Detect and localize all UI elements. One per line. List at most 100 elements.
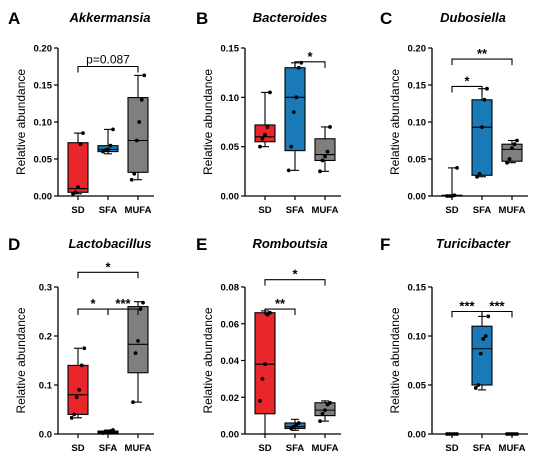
panel-title: Romboutsia bbox=[252, 236, 327, 251]
data-point bbox=[137, 120, 142, 124]
data-point bbox=[133, 351, 138, 356]
x-tick-label: MUFA bbox=[312, 205, 339, 216]
data-point bbox=[111, 428, 115, 432]
y-tick-label: 0.10 bbox=[408, 118, 427, 129]
significance-label: * bbox=[292, 267, 298, 282]
panel-letter: D bbox=[8, 235, 20, 254]
panel-letter: A bbox=[8, 9, 20, 28]
data-point bbox=[328, 125, 332, 129]
data-point bbox=[452, 193, 457, 198]
box-sd bbox=[441, 165, 463, 198]
significance-bracket: ** bbox=[451, 46, 513, 66]
y-axis-label: Relative abundance bbox=[201, 69, 215, 175]
data-point bbox=[260, 376, 265, 381]
data-point bbox=[82, 346, 87, 351]
box-body bbox=[471, 99, 493, 176]
y-tick-label: 0.10 bbox=[221, 93, 240, 104]
data-point bbox=[108, 143, 113, 148]
data-point bbox=[515, 432, 519, 436]
y-tick-label: 0.02 bbox=[221, 393, 240, 404]
data-point bbox=[106, 147, 110, 152]
x-tick-label: SFA bbox=[99, 205, 118, 216]
data-point bbox=[268, 90, 272, 95]
data-point bbox=[286, 168, 291, 173]
y-tick-label: 0.15 bbox=[408, 81, 427, 92]
x-tick-label: SD bbox=[258, 443, 271, 454]
panel-title: Lactobacillus bbox=[68, 236, 151, 251]
y-tick-label: 0.2 bbox=[39, 332, 52, 343]
significance-bracket: * bbox=[77, 259, 139, 279]
significance-label: * bbox=[90, 296, 96, 311]
panel-title: Dubosiella bbox=[440, 10, 506, 25]
panel-c: C Dubosiella Relative abundance 0.00 0.05 0.1… bbox=[380, 9, 528, 216]
data-point bbox=[81, 131, 85, 136]
data-point bbox=[505, 160, 509, 165]
data-point bbox=[320, 411, 325, 416]
bracket-line bbox=[77, 65, 139, 73]
data-point bbox=[258, 399, 262, 403]
bracket-line bbox=[264, 279, 326, 286]
data-point bbox=[265, 125, 270, 129]
y-tick-label: 0.10 bbox=[408, 332, 427, 343]
data-point bbox=[69, 415, 74, 420]
bracket-line bbox=[294, 61, 326, 68]
box-sd bbox=[254, 310, 276, 435]
data-point bbox=[263, 132, 267, 137]
significance-label: *** bbox=[489, 299, 505, 314]
significance-label: * bbox=[464, 73, 470, 88]
significance-bracket: * bbox=[264, 267, 326, 286]
data-point bbox=[296, 421, 301, 425]
data-point bbox=[455, 432, 459, 436]
significance-label: ** bbox=[477, 46, 488, 61]
x-tick-label: SD bbox=[258, 205, 271, 216]
box-mufa bbox=[127, 300, 149, 405]
y-tick-label: 0.20 bbox=[34, 44, 53, 55]
box-body bbox=[471, 325, 493, 386]
significance-label: ** bbox=[275, 296, 286, 311]
box-mufa bbox=[127, 73, 149, 182]
x-tick-label: SD bbox=[445, 443, 458, 454]
y-tick-label: 0.05 bbox=[408, 381, 427, 392]
panel-f: F Turicibacter Relative abundance 0.00 0.05 0… bbox=[380, 235, 528, 454]
box-sfa bbox=[284, 418, 306, 431]
y-axis-label: Relative abundance bbox=[388, 69, 402, 175]
y-axis-label: Relative abundance bbox=[388, 307, 402, 413]
bracket-line bbox=[77, 271, 139, 279]
data-point bbox=[483, 334, 488, 338]
box-body bbox=[67, 142, 89, 193]
data-point bbox=[475, 174, 479, 179]
y-tick-label: 0.05 bbox=[408, 155, 427, 166]
box-body bbox=[501, 143, 523, 162]
panel-title: Turicibacter bbox=[436, 236, 511, 251]
x-tick-label: MUFA bbox=[499, 205, 526, 216]
x-tick-label: MUFA bbox=[312, 443, 339, 454]
x-tick-label: SD bbox=[71, 443, 84, 454]
x-tick-label: SD bbox=[71, 205, 84, 216]
significance-label: * bbox=[105, 259, 111, 274]
significance-label: *** bbox=[459, 299, 475, 314]
x-tick-label: MUFA bbox=[499, 443, 526, 454]
box-sfa bbox=[284, 60, 306, 173]
box-mufa bbox=[502, 432, 522, 436]
data-point bbox=[260, 136, 265, 141]
box-sd bbox=[67, 346, 89, 420]
bracket-line bbox=[451, 58, 513, 66]
box-sd bbox=[67, 131, 89, 196]
box-sd bbox=[254, 90, 276, 149]
data-point bbox=[131, 400, 135, 405]
data-point bbox=[263, 362, 267, 367]
y-tick-label: 0.15 bbox=[221, 44, 240, 55]
y-tick-label: 0.15 bbox=[408, 283, 427, 294]
data-point bbox=[473, 386, 478, 390]
y-tick-label: 0.04 bbox=[221, 356, 240, 367]
data-point bbox=[141, 300, 145, 305]
box-sfa bbox=[471, 86, 493, 179]
significance-bracket: * bbox=[77, 296, 109, 316]
data-point bbox=[323, 408, 327, 413]
y-tick-label: 0.1 bbox=[39, 381, 53, 392]
bracket-line bbox=[264, 308, 296, 316]
y-axis-label: Relative abundance bbox=[14, 307, 28, 413]
y-tick-label: 0.15 bbox=[34, 81, 53, 92]
y-axis-label: Relative abundance bbox=[201, 307, 215, 413]
data-point bbox=[325, 149, 330, 154]
